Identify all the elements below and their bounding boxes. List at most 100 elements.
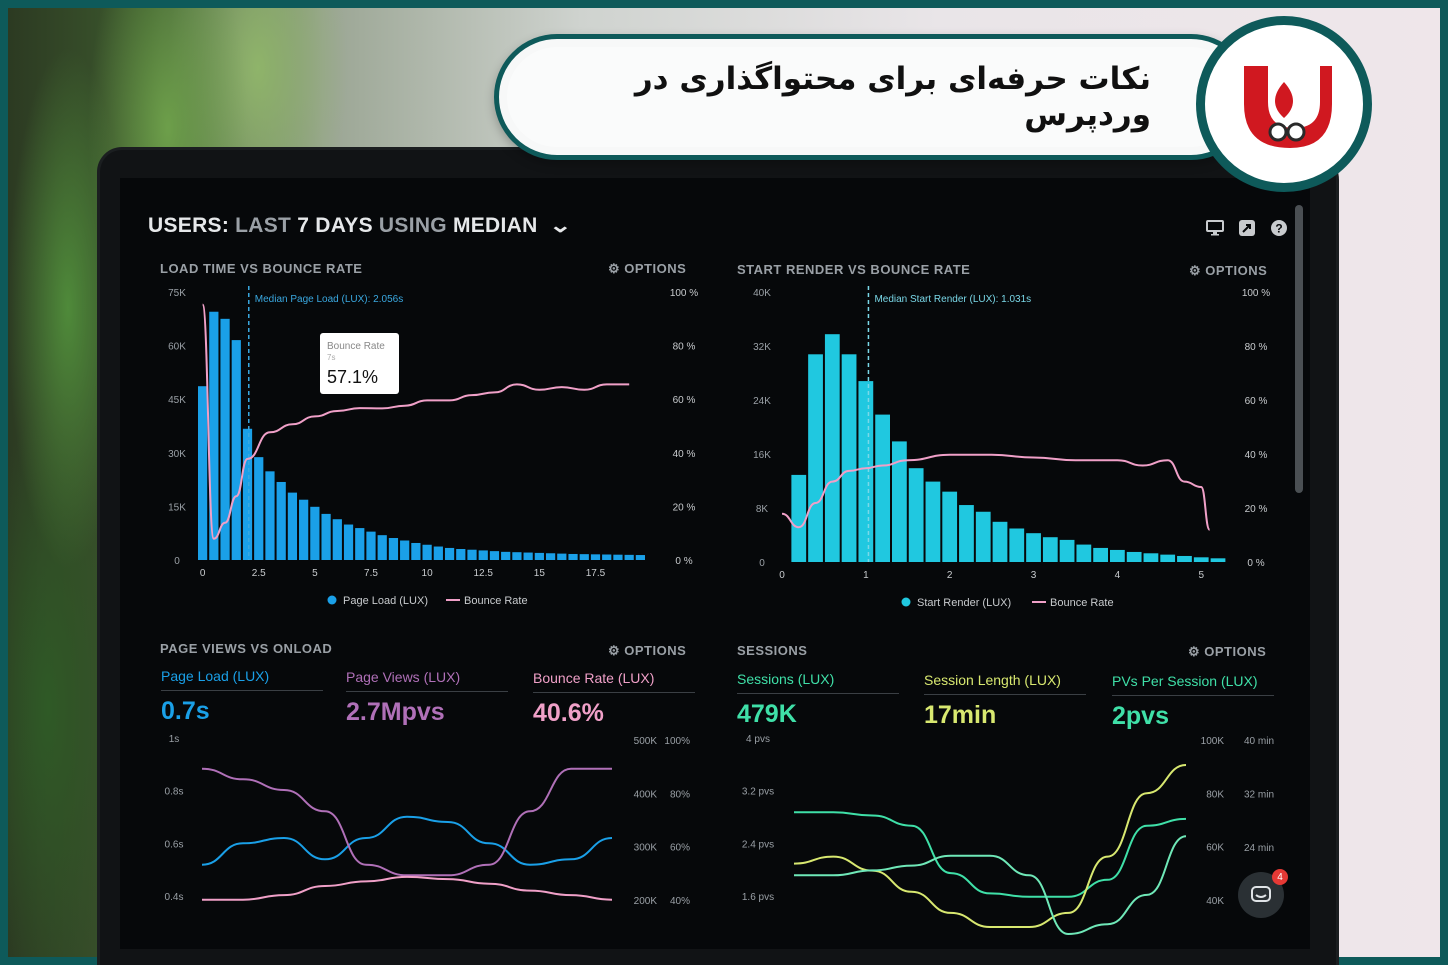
histogram-bar[interactable] (310, 506, 320, 560)
histogram-bar[interactable] (265, 471, 275, 560)
histogram-bar[interactable] (456, 549, 466, 560)
histogram-bar[interactable] (444, 547, 455, 560)
histogram-bar[interactable] (343, 524, 354, 560)
histogram-bar[interactable] (523, 552, 533, 560)
histogram-bar[interactable] (959, 505, 974, 562)
histogram-bar[interactable] (377, 535, 387, 560)
monitor-icon[interactable] (1205, 218, 1225, 238)
histogram-bar[interactable] (254, 457, 264, 560)
legend-page-load[interactable]: Page Load (LUX) (343, 595, 428, 607)
y-right-tick-label: 100% (664, 736, 690, 747)
scrollbar[interactable] (1295, 205, 1303, 493)
histogram-bar[interactable] (824, 334, 840, 562)
histogram-bar[interactable] (534, 552, 544, 560)
histogram-bar[interactable] (925, 481, 941, 562)
histogram-bar[interactable] (791, 474, 807, 562)
options-button-load-time[interactable]: ⚙ OPTIONS (608, 261, 687, 276)
histogram-bar[interactable] (287, 492, 298, 560)
bounce-rate-line (201, 303, 630, 540)
histogram-bar[interactable] (388, 538, 399, 560)
y-tick-label: 60K (168, 342, 186, 353)
histogram-bar[interactable] (220, 318, 230, 560)
histogram-bar[interactable] (875, 414, 890, 562)
histogram-bar[interactable] (545, 553, 556, 560)
legend-start-render[interactable]: Start Render (LUX) (917, 597, 1011, 609)
histogram-bar[interactable] (422, 544, 432, 560)
histogram-bar[interactable] (624, 554, 634, 560)
histogram-bar[interactable] (1110, 549, 1125, 562)
histogram-bar[interactable] (1160, 554, 1176, 562)
histogram-bar[interactable] (557, 553, 567, 560)
histogram-bar[interactable] (411, 542, 421, 560)
histogram-bar[interactable] (942, 491, 958, 562)
histogram-bar[interactable] (568, 553, 578, 560)
dashboard-title[interactable]: USERS: LAST 7 DAYS USING MEDIAN ⌄ (148, 213, 573, 238)
histogram-bar[interactable] (1009, 528, 1025, 563)
options-button-sessions[interactable]: ⚙ OPTIONS (1188, 644, 1267, 659)
histogram-bar[interactable] (602, 554, 612, 560)
chevron-down-icon[interactable]: ⌄ (548, 215, 573, 237)
histogram-bar[interactable] (590, 554, 601, 560)
histogram-bar[interactable] (299, 499, 309, 560)
histogram-bar[interactable] (433, 546, 443, 560)
logo[interactable] (1196, 16, 1372, 192)
y-right-tick-label: 0 % (675, 556, 692, 567)
y-tick-label: 40K (753, 288, 771, 299)
histogram-bar[interactable] (400, 540, 410, 560)
logo-icon (1244, 66, 1332, 148)
legend-bounce-rate[interactable]: Bounce Rate (1050, 597, 1114, 609)
legend-bounce-rate[interactable]: Bounce Rate (464, 595, 528, 607)
histogram-bar[interactable] (332, 519, 342, 560)
metric-pvs-per-session[interactable]: PVs Per Session (LUX) 2pvs (1112, 673, 1274, 731)
title-last: LAST (235, 213, 292, 237)
y-right-tick-label: 40K (1206, 896, 1224, 907)
y-right-tick-label: 0 % (1247, 558, 1264, 569)
options-button-page-views[interactable]: ⚙ OPTIONS (608, 643, 687, 658)
histogram-bar[interactable] (992, 521, 1008, 562)
histogram-bar[interactable] (209, 311, 219, 560)
histogram-bar[interactable] (489, 551, 500, 560)
metric-page-views[interactable]: Page Views (LUX) 2.7Mpvs (346, 669, 508, 727)
metric-sessions[interactable]: Sessions (LUX) 479K (737, 671, 899, 729)
histogram-bar[interactable] (975, 511, 991, 562)
histogram-bar[interactable] (276, 481, 286, 560)
histogram-bar[interactable] (635, 555, 645, 560)
histogram-bar[interactable] (1126, 551, 1142, 562)
metric-bounce-rate[interactable]: Bounce Rate (LUX) 40.6% (533, 670, 695, 728)
y-tick-label: 4 pvs (746, 734, 770, 745)
y-right-tick-label: 20 % (673, 502, 696, 513)
histogram-bar[interactable] (858, 381, 874, 562)
help-icon[interactable]: ? (1269, 218, 1289, 238)
histogram-bar[interactable] (808, 354, 823, 562)
histogram-bar[interactable] (908, 468, 924, 562)
histogram-bar[interactable] (242, 428, 253, 560)
histogram-bar[interactable] (1143, 553, 1159, 562)
histogram-bar[interactable] (501, 551, 511, 560)
options-button-start-render[interactable]: ⚙ OPTIONS (1189, 263, 1268, 278)
metric-page-load[interactable]: Page Load (LUX) 0.7s (161, 668, 323, 726)
histogram-bar[interactable] (1210, 558, 1226, 562)
histogram-bar[interactable] (478, 550, 488, 560)
median-annotation: Median Page Load (LUX): 2.056s (255, 294, 403, 305)
histogram-bar[interactable] (892, 441, 907, 562)
histogram-bar[interactable] (841, 354, 857, 562)
histogram-bar[interactable] (1076, 544, 1092, 562)
histogram-bar[interactable] (1093, 547, 1108, 562)
histogram-bar[interactable] (355, 528, 365, 560)
histogram-bar[interactable] (366, 531, 376, 560)
metric-session-length[interactable]: Session Length (LUX) 17min (924, 672, 1086, 730)
histogram-bar[interactable] (1177, 555, 1192, 562)
histogram-bar[interactable] (231, 340, 241, 560)
share-icon[interactable] (1237, 218, 1257, 238)
histogram-bar[interactable] (512, 552, 522, 560)
histogram-bar[interactable] (321, 513, 331, 560)
histogram-bar[interactable] (198, 386, 208, 560)
histogram-bar[interactable] (1026, 533, 1041, 562)
histogram-bar[interactable] (579, 554, 589, 560)
histogram-bar[interactable] (1042, 537, 1058, 562)
histogram-bar[interactable] (1193, 557, 1209, 562)
histogram-bar[interactable] (1059, 539, 1075, 562)
y-right-tick-label: 60 % (1245, 396, 1268, 407)
histogram-bar[interactable] (613, 554, 623, 560)
histogram-bar[interactable] (467, 549, 477, 560)
